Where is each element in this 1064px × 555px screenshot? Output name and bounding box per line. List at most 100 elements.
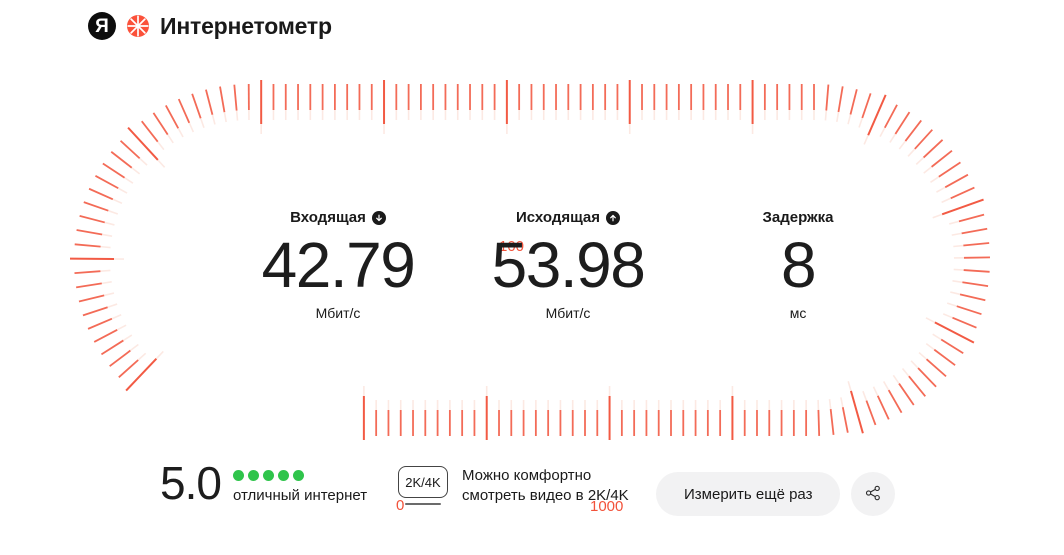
gauge-tick-fade bbox=[211, 114, 216, 125]
rating-text: отличный интернет bbox=[232, 487, 368, 504]
share-button[interactable] bbox=[851, 472, 896, 516]
gauge-tick bbox=[100, 339, 124, 356]
gauge-tick bbox=[76, 282, 102, 289]
gauge-tick bbox=[849, 89, 858, 115]
gauge-tick bbox=[950, 186, 975, 200]
gauge-tick bbox=[963, 269, 990, 273]
gauge-tick bbox=[95, 175, 119, 190]
gauge-tick-fade bbox=[131, 167, 141, 175]
gauge-tick-fade bbox=[951, 232, 962, 236]
gauge-tick bbox=[102, 162, 126, 179]
quality-text-line2: смотреть видео в 2K/4K bbox=[462, 487, 629, 505]
gauge-tick bbox=[959, 293, 986, 302]
remeasure-button[interactable]: Измерить ещё раз bbox=[656, 472, 841, 516]
arrow-up-icon bbox=[606, 210, 621, 225]
gauge-tick-fade bbox=[953, 268, 964, 271]
gauge-tick bbox=[944, 173, 969, 189]
gauge-major-tick bbox=[867, 94, 887, 136]
gauge-tick bbox=[952, 316, 977, 329]
quality-block: 2K/4K Можно комфортно смотреть видео в 2… bbox=[398, 466, 629, 507]
share-icon bbox=[864, 484, 882, 505]
gauge-tick-fade bbox=[840, 397, 844, 408]
gauge-tick-fade bbox=[101, 281, 112, 285]
quality-text-line1: Можно комфортно bbox=[462, 467, 592, 484]
metric-download-value: 42.79 bbox=[261, 229, 416, 301]
metric-latency-unit: мс bbox=[789, 305, 807, 322]
gauge-tick bbox=[938, 161, 961, 178]
rating-dot bbox=[262, 470, 274, 481]
gauge-tick bbox=[865, 400, 877, 426]
gauge-tick-fade bbox=[824, 110, 828, 121]
gauge-tick bbox=[219, 86, 226, 113]
gauge-tick bbox=[109, 349, 131, 367]
quality-text: Можно комфортно смотреть видео в 2K/4K bbox=[462, 466, 629, 507]
gauge-tick-fade bbox=[137, 352, 147, 361]
metric-upload-label: Исходящая bbox=[515, 209, 601, 226]
gauge-tick bbox=[74, 243, 101, 248]
app-header: Я Интернетометр bbox=[88, 12, 332, 40]
gauge-tick-fade bbox=[925, 317, 936, 324]
yandex-logo-icon[interactable]: Я bbox=[88, 12, 116, 40]
gauge-tick-fade bbox=[882, 381, 890, 391]
gauge-tick-fade bbox=[116, 324, 127, 331]
gauge-tick-fade bbox=[915, 156, 925, 165]
gauge-tick-fade bbox=[872, 386, 879, 397]
gauge-tick-fade bbox=[167, 134, 174, 144]
gauge-tick-fade bbox=[199, 118, 205, 129]
gauge-tick bbox=[110, 151, 133, 169]
gauge-tick bbox=[958, 213, 985, 223]
tv-badge-label: 2K/4K bbox=[398, 466, 448, 499]
gauge-tick-fade bbox=[941, 197, 952, 204]
gauge-tick bbox=[956, 305, 982, 316]
gauge-tick bbox=[940, 338, 964, 355]
gauge-tick bbox=[233, 84, 238, 111]
rating-block: 5.0 отличный интернет bbox=[160, 460, 368, 506]
gauge-tick-fade bbox=[949, 220, 960, 225]
metrics-row: Входящая 42.79 Мбит/с Исходящая 53.9 bbox=[0, 210, 1064, 320]
gauge-tick bbox=[191, 93, 202, 119]
gauge-tick-fade bbox=[112, 198, 123, 205]
gauge-tick bbox=[914, 129, 933, 150]
gauge-tick bbox=[883, 104, 898, 129]
metric-latency-label: Задержка bbox=[762, 209, 834, 226]
gauge-major-tick bbox=[127, 126, 159, 161]
gauge-tick-fade bbox=[117, 187, 128, 194]
gauge-tick bbox=[962, 281, 989, 288]
gauge-tick-fade bbox=[100, 269, 111, 272]
metric-latency-value: 8 bbox=[780, 229, 817, 301]
gauge-tick-fade bbox=[889, 133, 897, 143]
gauge-ticks bbox=[69, 80, 990, 440]
tv-stand bbox=[405, 503, 441, 505]
gauge-tick-fade bbox=[223, 112, 227, 123]
gauge-tick-fade bbox=[129, 343, 139, 352]
gauge-tick bbox=[177, 98, 191, 124]
gauge-major-tick bbox=[125, 357, 158, 392]
metric-download-head: Входящая bbox=[228, 210, 448, 225]
gauge-tick-fade bbox=[847, 114, 852, 125]
gauge-tick-fade bbox=[107, 303, 118, 308]
gauge-tick-fade bbox=[122, 334, 133, 342]
rating-dot bbox=[232, 470, 244, 481]
metric-upload: Исходящая 53.98 Мбит/с bbox=[458, 210, 678, 320]
gauge-tick-fade bbox=[936, 186, 946, 193]
gauge-tick-fade bbox=[952, 279, 963, 284]
gauge-major-tick bbox=[934, 321, 975, 344]
gauge-tick bbox=[205, 89, 214, 116]
gauge-tick-fade bbox=[923, 166, 933, 174]
gauge-tick-fade bbox=[157, 159, 166, 168]
gauge-tick-fade bbox=[910, 360, 919, 369]
gauge-tick bbox=[963, 242, 990, 247]
gauge-tick-fade bbox=[950, 291, 961, 296]
metric-upload-head: Исходящая bbox=[458, 210, 678, 225]
gauge-tick bbox=[841, 407, 849, 433]
speed-gauge: 100 0 1000 bbox=[0, 80, 1064, 514]
gauge-tick-fade bbox=[104, 221, 115, 226]
metric-latency-head: Задержка bbox=[688, 210, 908, 225]
gauge-tick-fade bbox=[879, 127, 886, 137]
gauge-tick-fade bbox=[139, 157, 148, 166]
gauge-tick bbox=[922, 139, 944, 159]
gauge-tick bbox=[118, 359, 139, 379]
gauge-tick-fade bbox=[111, 314, 122, 320]
gauge-major-tick bbox=[941, 198, 984, 216]
gauge-tick bbox=[76, 229, 103, 236]
